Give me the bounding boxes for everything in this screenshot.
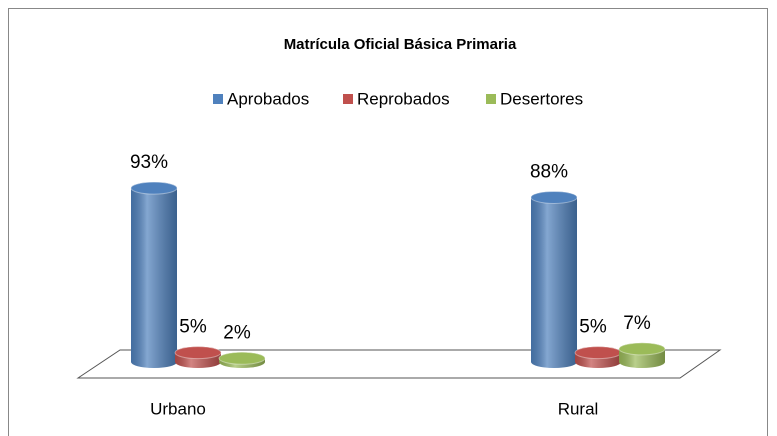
x-tick-label: Rural xyxy=(558,399,599,418)
data-label: 88% xyxy=(530,161,568,182)
bar-top xyxy=(618,342,666,356)
data-label: 2% xyxy=(223,322,251,343)
bar-top xyxy=(174,346,222,360)
bar-top xyxy=(530,190,578,204)
data-label: 93% xyxy=(130,152,168,173)
bar-top xyxy=(574,346,622,360)
data-label: 5% xyxy=(179,317,207,338)
bar-shade xyxy=(131,182,177,368)
bar-top xyxy=(130,181,178,195)
legend-label: Aprobados xyxy=(227,89,309,108)
x-tick-label: Urbano xyxy=(150,399,206,418)
data-label: 5% xyxy=(579,317,607,338)
legend-swatch xyxy=(486,94,496,104)
legend-label: Reprobados xyxy=(357,89,450,108)
chart-title: Matrícula Oficial Básica Primaria xyxy=(284,36,517,53)
bar-top xyxy=(218,351,266,365)
bar-shade xyxy=(531,191,577,368)
legend-swatch xyxy=(343,94,353,104)
legend-swatch xyxy=(213,94,223,104)
data-label: 7% xyxy=(623,313,651,334)
legend-label: Desertores xyxy=(500,89,583,108)
